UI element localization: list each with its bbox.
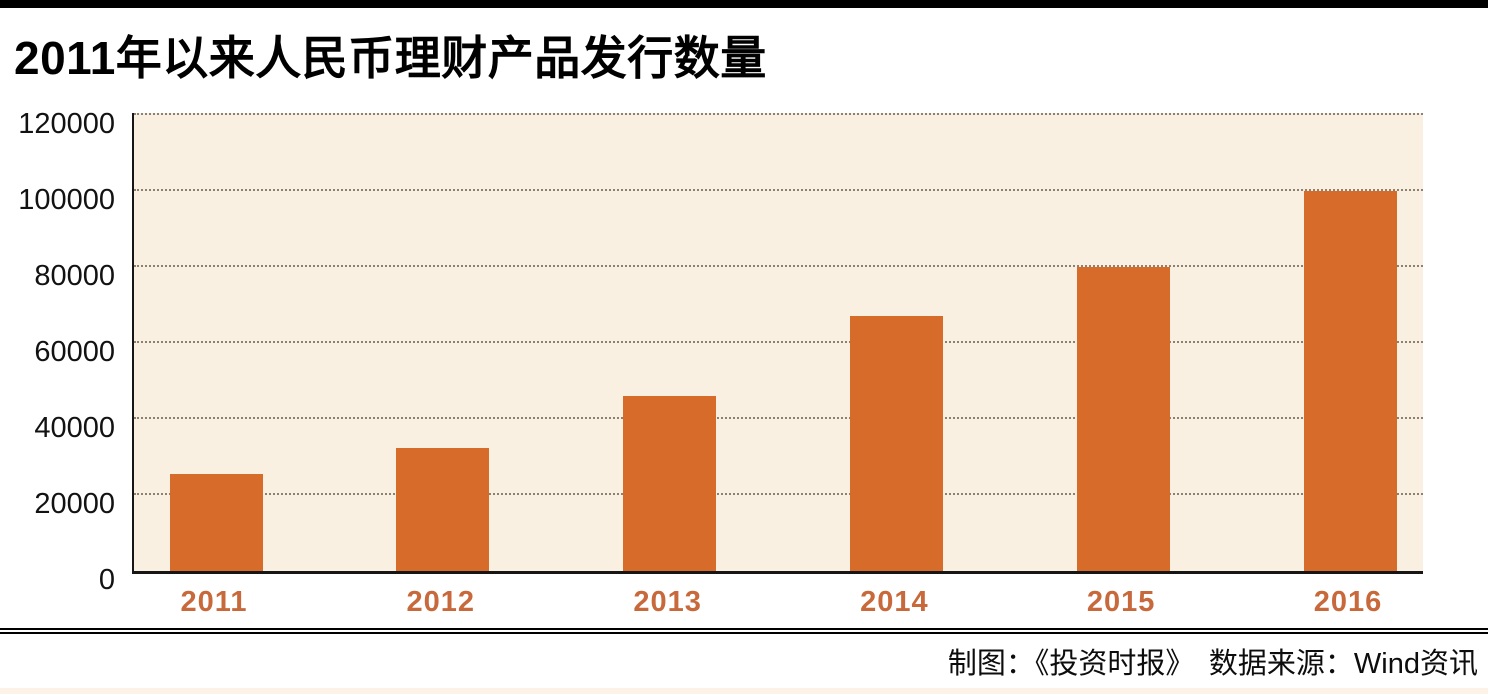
bar-2013 <box>623 396 717 571</box>
bar-2014 <box>849 316 943 571</box>
y-axis-tick-label: 80000 <box>34 260 115 292</box>
plot-area <box>132 113 1423 574</box>
footer-credit: 制图：《投资时报》 数据来源：Wind资讯 <box>947 648 1478 680</box>
x-axis-tick-label: 2012 <box>406 586 476 618</box>
y-axis-tick-label: 120000 <box>18 108 115 140</box>
x-axis-tick-label: 2011 <box>180 586 248 618</box>
y-axis-tick-label: 20000 <box>34 488 115 520</box>
bar-2012 <box>396 447 490 571</box>
x-axis-tick-label: 2013 <box>633 586 702 618</box>
top-accent-bar <box>0 0 1488 8</box>
gridline <box>134 189 1423 191</box>
bar-2016 <box>1303 191 1397 571</box>
gridline <box>134 417 1423 419</box>
footer-divider-line <box>0 628 1488 630</box>
x-axis-tick-label: 2015 <box>1086 586 1156 618</box>
gridline <box>134 341 1423 343</box>
y-axis-tick-label: 0 <box>98 564 115 596</box>
footer-divider-line-thin <box>0 632 1488 634</box>
bottom-accent-strip <box>0 688 1488 694</box>
bar-2015 <box>1076 267 1170 571</box>
chart-title: 2011年以来人民币理财产品发行数量 <box>14 32 767 84</box>
gridline <box>134 493 1423 495</box>
x-axis-tick-label: 2016 <box>1313 586 1383 618</box>
y-axis-tick-label: 40000 <box>34 412 115 444</box>
gridline <box>134 113 1423 115</box>
bar-2011 <box>169 474 263 571</box>
gridline <box>134 265 1423 267</box>
y-axis-tick-label: 100000 <box>18 184 115 216</box>
x-axis-tick-label: 2014 <box>860 586 929 618</box>
y-axis-tick-label: 60000 <box>34 336 115 368</box>
